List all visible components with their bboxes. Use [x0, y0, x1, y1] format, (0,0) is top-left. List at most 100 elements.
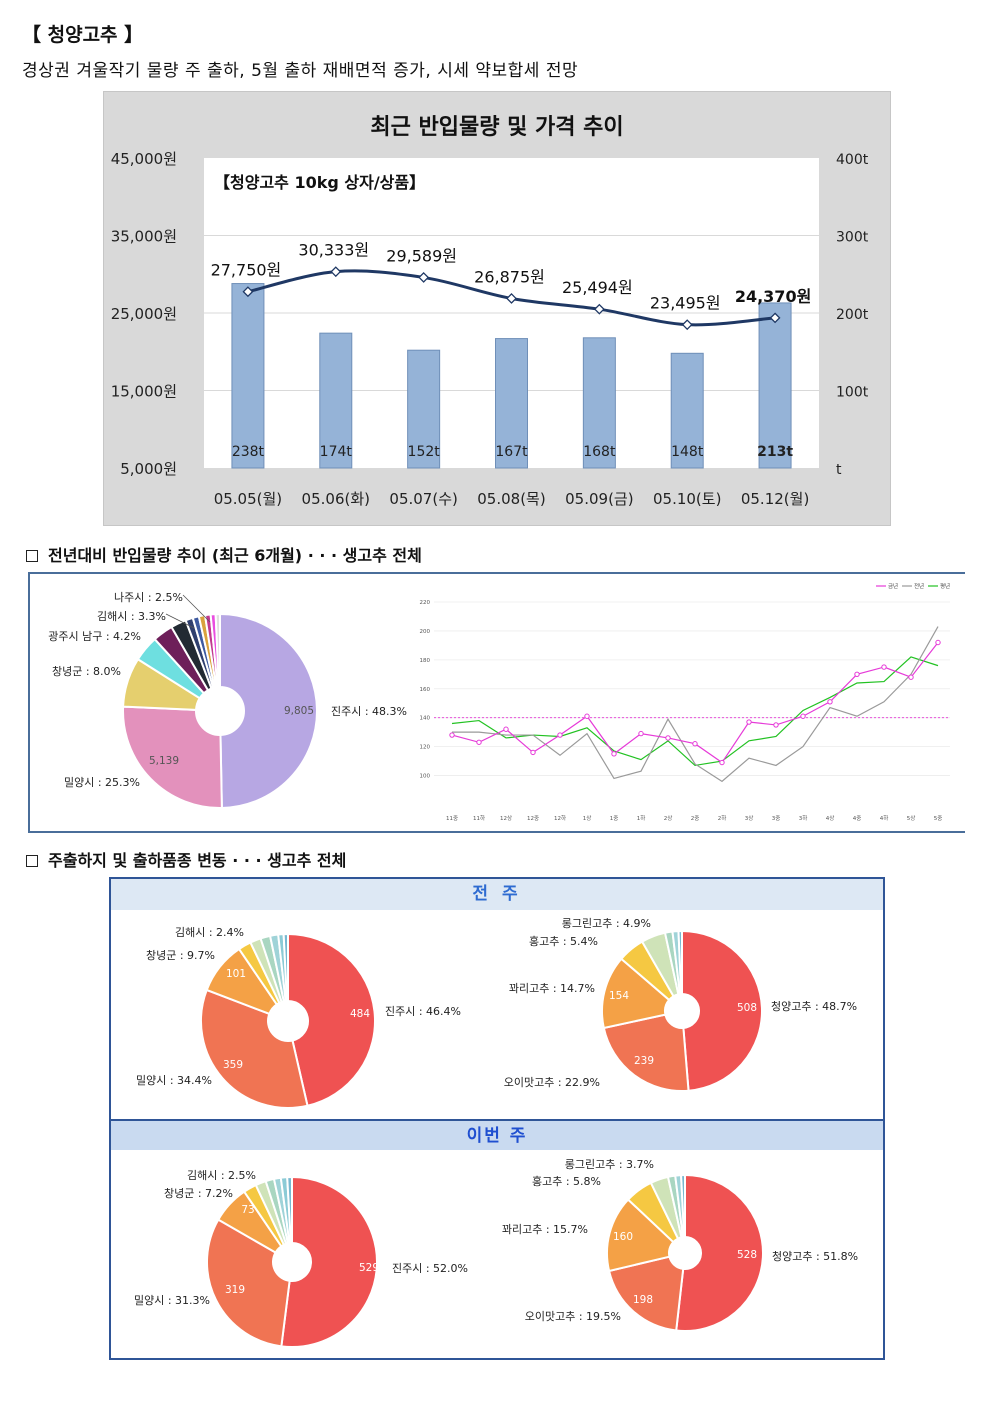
legend-label: 평년 — [940, 582, 950, 590]
series-marker — [449, 732, 455, 738]
x-tick: 3중 — [772, 815, 781, 822]
volume-bar — [231, 283, 265, 469]
pie-slice — [219, 612, 318, 810]
band-this-week: 이번 주 — [111, 1119, 883, 1150]
yoy-volume-line-chart: 220 200 180 160 140 120 100 11중 11하 12상 12중 12하 1상 1중… — [410, 574, 965, 831]
slice-label: 오이맛고추 : 22.9% — [504, 1076, 600, 1089]
series-marker — [638, 730, 644, 737]
x-tick: 12하 — [554, 814, 566, 822]
volume-label: 167t — [495, 444, 528, 460]
volume-bar — [495, 338, 528, 469]
volume-label: 148t — [671, 444, 704, 460]
slice-label: 오이맛고추 : 19.5% — [525, 1310, 621, 1323]
legend-label: 금년 — [888, 582, 898, 590]
x-tick: 1상 — [583, 814, 592, 822]
series-marker — [935, 639, 941, 646]
pie-slice — [206, 1218, 291, 1348]
y-tick: 120 — [420, 745, 431, 751]
series-marker — [746, 719, 752, 725]
pie-slice — [280, 1175, 378, 1348]
pie-slice — [286, 1175, 293, 1245]
legend-label: 전년 — [914, 582, 924, 590]
pie-slice — [287, 932, 376, 1107]
slice-label: 홍고추 : 5.4% — [529, 934, 598, 948]
slice-label: 꽈리고추 : 15.7% — [502, 1223, 588, 1236]
series-marker — [530, 749, 536, 756]
volume-bar — [670, 352, 704, 469]
pie-slice — [607, 1255, 685, 1332]
slice-label: 진주시 : 46.4% — [385, 1005, 461, 1018]
price-volume-chart: 최근 반입물량 및 가격 추이 45,000원 35,000원 25,000원 15,0… — [111, 115, 869, 508]
volume-label: 213t — [757, 444, 793, 460]
slice-label: 김해시 : 2.4% — [175, 925, 244, 939]
volume-bar — [582, 337, 616, 469]
slice-label: 창녕군 : 9.7% — [146, 949, 215, 962]
section-heading-shipping-text: 주출하지 및 출하품종 변동 · · · 생고추 전체 — [48, 851, 347, 870]
price-marker — [330, 266, 342, 278]
slice-label: 밀양시 : 25.3% — [64, 776, 140, 789]
slice-value: 359 — [223, 1059, 243, 1071]
slice-value: 73 — [241, 1204, 254, 1216]
checkbox-square-icon — [26, 855, 38, 867]
x-tick-label: 05.09(금) — [565, 490, 633, 508]
price-marker — [506, 293, 517, 304]
page-subtitle: 경상권 겨울작기 물량 주 출하, 5월 출하 재배면적 증가, 시세 약보합세… — [22, 61, 579, 81]
section-heading-volume-text: 전년대비 반입물량 추이 (최근 6개월) · · · 생고추 전체 — [48, 546, 422, 565]
x-tick: 11중 — [446, 815, 458, 822]
slice-label: 롱그린고추 : 4.9% — [562, 917, 651, 930]
series-marker — [692, 741, 698, 747]
slice-label: 광주시 남구 : 4.2% — [48, 630, 141, 643]
price-label: 29,589원 — [386, 246, 457, 265]
x-tick-label: 05.12(월) — [741, 490, 809, 508]
x-tick: 5중 — [934, 815, 943, 822]
series-marker — [557, 732, 563, 738]
series-line — [452, 626, 939, 783]
leader-line — [182, 594, 211, 623]
band-previous-week: 전 주 — [111, 879, 883, 910]
series-marker — [503, 726, 509, 732]
pie-slice — [200, 988, 309, 1109]
slice-label: 청양고추 : 48.7% — [771, 1000, 857, 1013]
x-tick: 1하 — [637, 814, 646, 822]
slice-label: 청양고추 : 51.8% — [772, 1250, 858, 1263]
chart-title: 최근 반입물량 및 가격 추이 — [370, 115, 623, 140]
price-label: 26,875원 — [474, 267, 545, 286]
pie-slice — [606, 1198, 675, 1273]
slice-value: 160 — [613, 1231, 633, 1243]
x-tick: 3하 — [799, 814, 808, 822]
x-tick: 2중 — [691, 815, 700, 822]
x-tick: 4하 — [880, 814, 889, 822]
series-marker — [611, 751, 617, 757]
pie-slice — [675, 1173, 764, 1332]
slice-value: 528 — [737, 1249, 757, 1261]
slice-label: 꽈리고추 : 14.7% — [509, 982, 595, 995]
x-tick: 5상 — [907, 814, 916, 822]
series-marker — [773, 722, 779, 728]
y-right-tick: t — [836, 462, 842, 478]
chart-subtitle: 【청양고추 10kg 상자/상품】 — [214, 173, 425, 192]
x-tick-label: 05.06(화) — [302, 490, 370, 508]
pie-slice — [681, 929, 763, 1092]
pie-slice — [122, 705, 223, 809]
volume-trend-panel: 9,805 5,139 진주시 : 48.3% 밀양시 : 25.3% 창녕군 : 8.… — [28, 572, 965, 833]
x-tick: 12중 — [527, 815, 539, 822]
volume-label: 168t — [583, 444, 616, 460]
x-tick: 2하 — [718, 814, 727, 822]
y-tick: 100 — [420, 774, 431, 780]
series-marker — [881, 664, 887, 670]
slice-label: 진주시 : 48.3% — [331, 705, 407, 718]
slice-label: 롱그린고추 : 3.7% — [565, 1158, 654, 1171]
y-right-tick: 300t — [836, 230, 869, 246]
x-tick-label: 05.07(수) — [389, 490, 457, 508]
x-tick: 2상 — [664, 814, 673, 822]
y-tick: 160 — [420, 687, 431, 693]
price-label: 23,495원 — [650, 294, 721, 313]
volume-label: 174t — [320, 444, 353, 460]
x-tick: 4중 — [853, 815, 862, 822]
prev-week-variety-donut: 508 239 154 청양고추 : 48.7% 오이맛고추 : 22.9% 꽈리고추 :… — [504, 917, 857, 1092]
y-tick: 180 — [420, 658, 431, 664]
slice-value: 239 — [634, 1055, 654, 1067]
price-label: 25,494원 — [562, 278, 633, 297]
price-marker — [242, 286, 254, 298]
y-right-tick: 400t — [836, 152, 869, 168]
